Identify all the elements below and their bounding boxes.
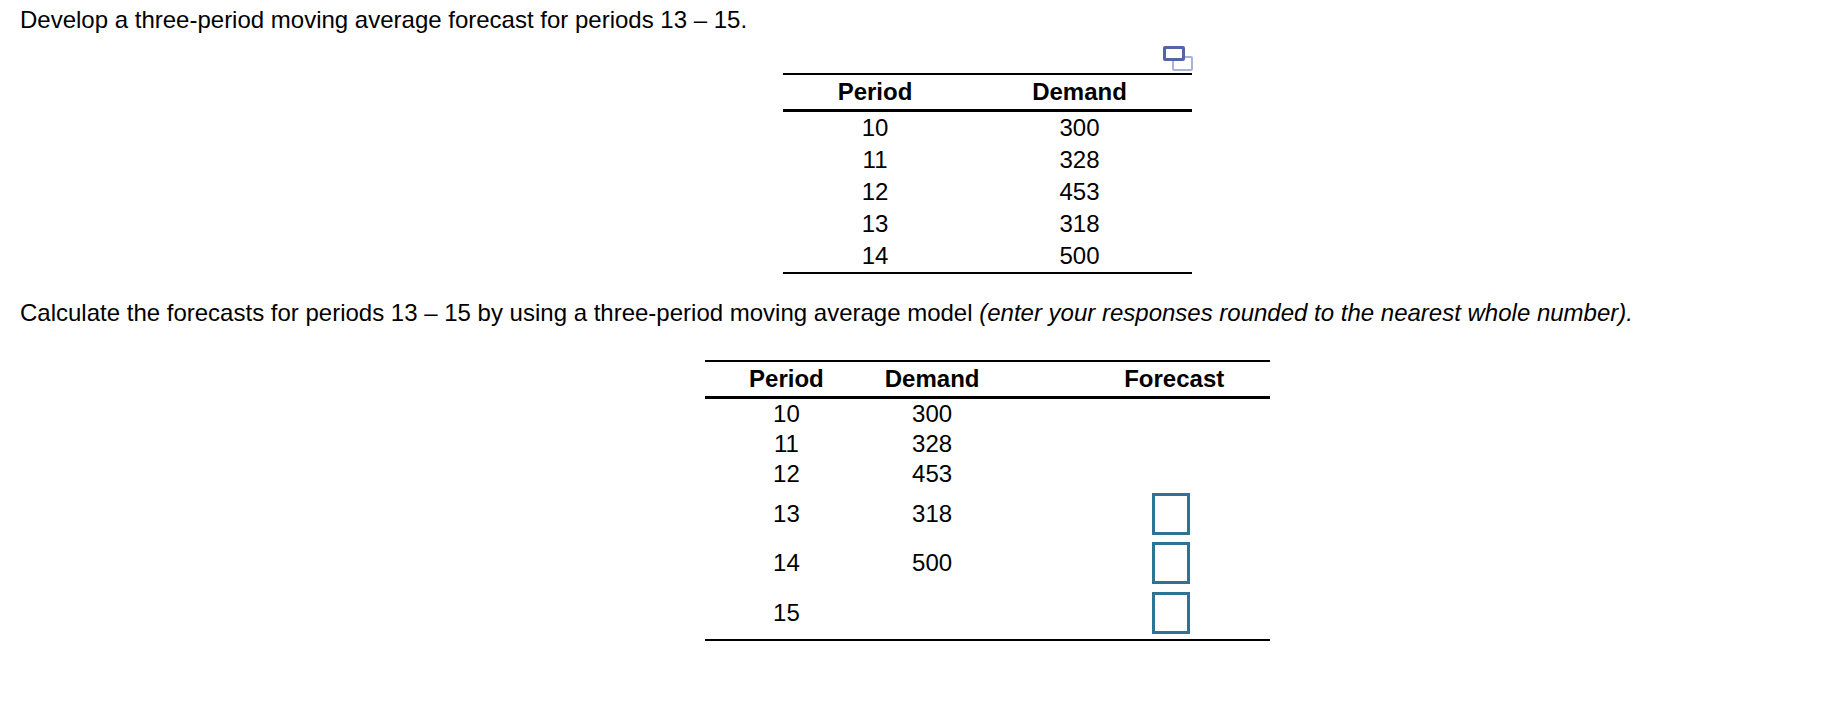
period-cell: 10: [705, 398, 868, 430]
table-header-row: Period Demand Forecast: [705, 361, 1270, 398]
instruction-note: (enter your responses rounded to the nea…: [979, 299, 1633, 326]
instruction-text: Calculate the forecasts for periods 13 –…: [20, 299, 979, 326]
demand-cell: 500: [967, 240, 1192, 273]
question-prompt: Develop a three-period moving average fo…: [20, 6, 747, 34]
demand-cell: 318: [868, 489, 1033, 539]
forecast-cell: [1032, 539, 1270, 587]
demand-cell: 300: [868, 398, 1033, 430]
forecast-input-period-15[interactable]: [1152, 592, 1190, 634]
popout-window-icon[interactable]: [1163, 46, 1195, 74]
period-cell: 11: [783, 144, 967, 176]
forecast-cell: [1032, 587, 1270, 640]
period-cell: 10: [783, 111, 967, 145]
forecast-header: Forecast: [1032, 361, 1270, 398]
period-cell: 15: [705, 587, 868, 640]
demand-cell: 300: [967, 111, 1192, 145]
table-row: 12 453: [783, 176, 1192, 208]
table-row: 10 300: [783, 111, 1192, 145]
table-row: 11 328: [705, 429, 1270, 459]
table-header-row: Period Demand: [783, 74, 1192, 111]
forecast-cell: [1032, 429, 1270, 459]
question-page: { "question": { "prompt": "Develop a thr…: [0, 0, 1836, 716]
demand-cell: 328: [967, 144, 1192, 176]
demand-cell: 453: [967, 176, 1192, 208]
table-row: 10 300: [705, 398, 1270, 430]
demand-cell: 500: [868, 539, 1033, 587]
table-row: 12 453: [705, 459, 1270, 489]
period-cell: 11: [705, 429, 868, 459]
period-cell: 12: [705, 459, 868, 489]
forecast-cell: [1032, 398, 1270, 430]
period-cell: 14: [705, 539, 868, 587]
forecast-answer-table: Period Demand Forecast 10 300 11 328 12 …: [705, 360, 1270, 641]
forecast-input-period-13[interactable]: [1152, 493, 1190, 535]
table-row: 11 328: [783, 144, 1192, 176]
period-cell: 13: [783, 208, 967, 240]
table-row: 15: [705, 587, 1270, 640]
demand-header: Demand: [967, 74, 1192, 111]
demand-cell: 453: [868, 459, 1033, 489]
table-row: 13 318: [783, 208, 1192, 240]
calculation-instruction: Calculate the forecasts for periods 13 –…: [20, 299, 1633, 327]
demand-cell: [868, 587, 1033, 640]
forecast-cell: [1032, 489, 1270, 539]
popout-front-window: [1163, 46, 1185, 61]
demand-cell: 328: [868, 429, 1033, 459]
demand-cell: 318: [967, 208, 1192, 240]
period-cell: 13: [705, 489, 868, 539]
period-header: Period: [705, 361, 868, 398]
forecast-cell: [1032, 459, 1270, 489]
table-row: 14 500: [783, 240, 1192, 273]
forecast-input-period-14[interactable]: [1152, 542, 1190, 584]
table-row: 13 318: [705, 489, 1270, 539]
demand-header: Demand: [868, 361, 1033, 398]
period-header: Period: [783, 74, 967, 111]
demand-data-table: Period Demand 10 300 11 328 12 453 13 31…: [783, 73, 1192, 274]
period-cell: 14: [783, 240, 967, 273]
table-row: 14 500: [705, 539, 1270, 587]
period-cell: 12: [783, 176, 967, 208]
